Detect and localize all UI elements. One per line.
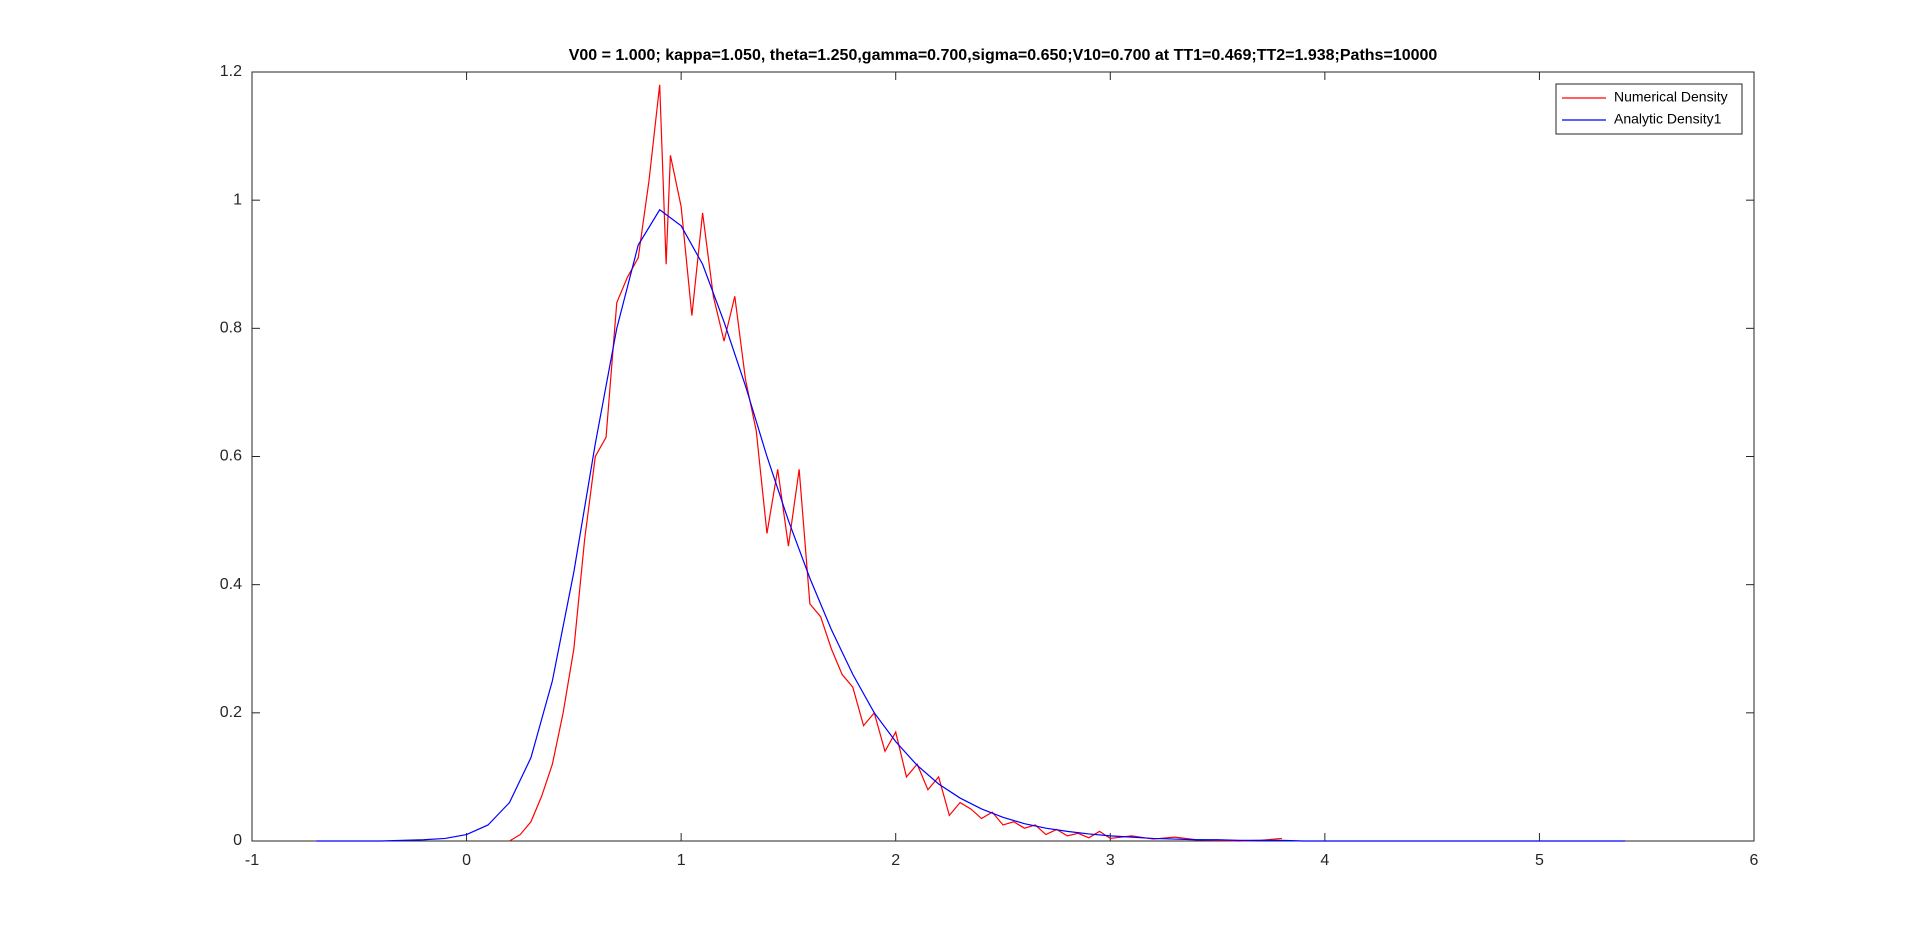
- chart-title: V00 = 1.000; kappa=1.050, theta=1.250,ga…: [569, 47, 1438, 64]
- y-tick-label: 0.2: [220, 704, 242, 721]
- x-tick-label: 3: [1106, 852, 1115, 869]
- y-tick-label: 0.6: [220, 448, 242, 465]
- x-tick-label: 0: [462, 852, 471, 869]
- legend-label: Numerical Density: [1614, 89, 1728, 105]
- x-tick-label: 4: [1320, 852, 1329, 869]
- legend-box: [1555, 83, 1743, 135]
- y-tick-label: 0.4: [220, 576, 242, 593]
- y-tick-label: 1: [233, 191, 242, 208]
- y-tick-label: 0: [233, 832, 242, 849]
- data-line: [316, 208, 1626, 842]
- x-tick-label: 5: [1535, 852, 1544, 869]
- y-tick-label: 0.8: [220, 320, 242, 337]
- y-tick-label: 1.2: [220, 63, 242, 80]
- x-tick-label: 6: [1750, 852, 1759, 869]
- data-line: [509, 84, 1282, 842]
- x-tick-label: 2: [891, 852, 900, 869]
- plot-area: [251, 71, 1755, 842]
- legend-label: Analytic Density1: [1614, 111, 1722, 127]
- x-tick-label: 1: [677, 852, 686, 869]
- x-tick-label: -1: [245, 852, 259, 869]
